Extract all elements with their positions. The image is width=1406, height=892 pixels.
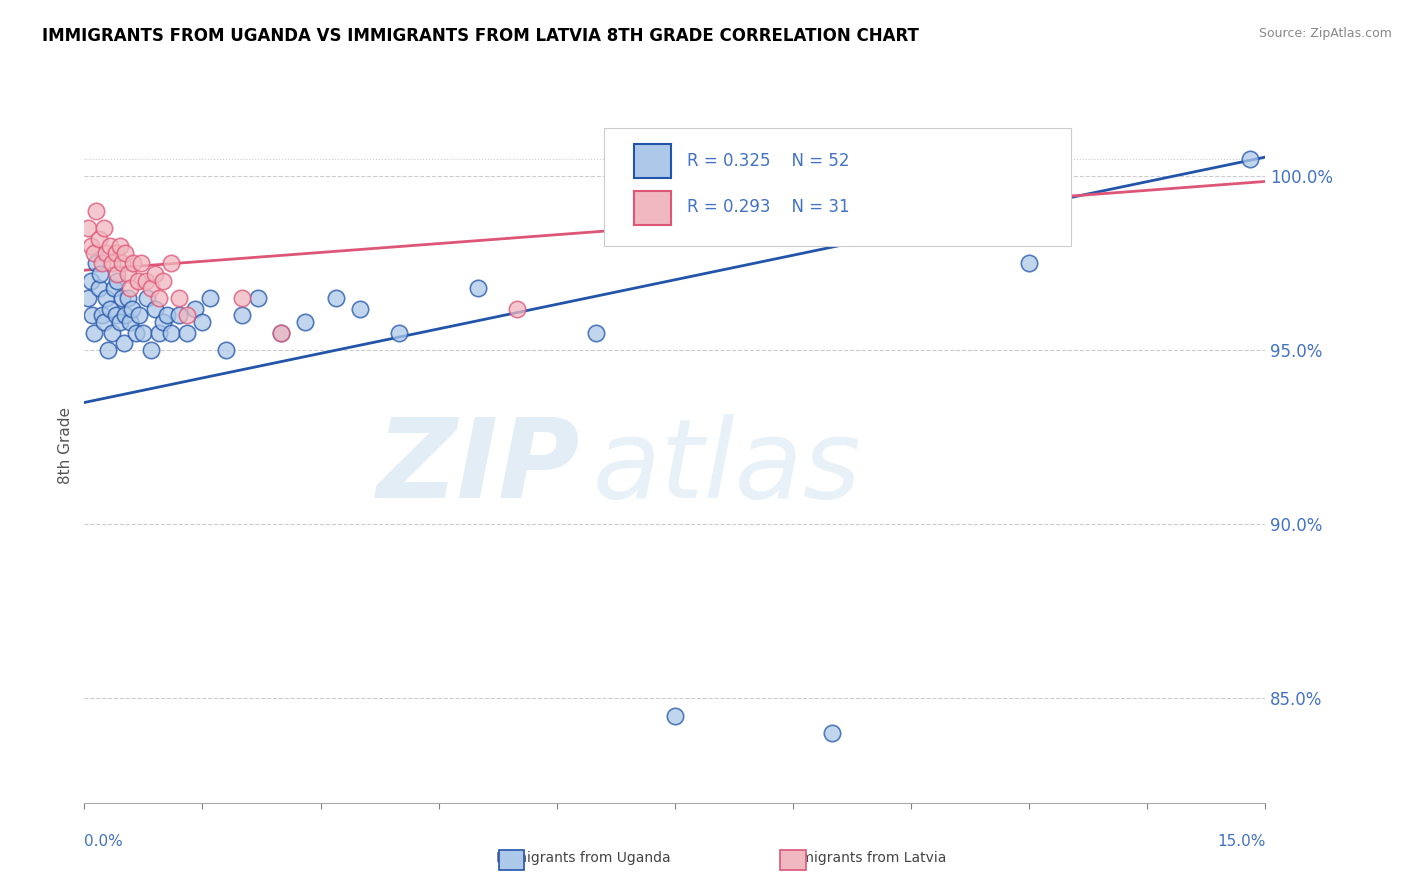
Point <box>148 326 170 340</box>
Point <box>97 343 120 358</box>
Point <box>132 326 155 340</box>
Point <box>128 309 150 323</box>
Point <box>83 245 105 260</box>
Y-axis label: 8th Grade: 8th Grade <box>58 408 73 484</box>
Point <box>1239 152 1261 166</box>
Text: Immigrants from Uganda: Immigrants from Uganda <box>496 851 671 865</box>
Point <box>141 280 163 294</box>
Point <box>156 309 179 323</box>
FancyBboxPatch shape <box>634 145 671 178</box>
Point <box>141 343 163 358</box>
Point <box>90 256 112 270</box>
Point <box>270 326 292 340</box>
Point <box>270 326 292 340</box>
Point <box>176 326 198 340</box>
Point <box>467 280 489 294</box>
Point <box>167 309 190 323</box>
Point <box>96 245 118 260</box>
Point <box>103 280 125 294</box>
Point <box>135 274 157 288</box>
Point <box>101 326 124 340</box>
Point <box>96 291 118 305</box>
Point <box>107 274 129 288</box>
Point <box>111 291 134 305</box>
Point <box>104 245 127 260</box>
Point <box>160 256 183 270</box>
Point <box>349 301 371 316</box>
Text: IMMIGRANTS FROM UGANDA VS IMMIGRANTS FROM LATVIA 8TH GRADE CORRELATION CHART: IMMIGRANTS FROM UGANDA VS IMMIGRANTS FRO… <box>42 27 920 45</box>
Point <box>111 256 134 270</box>
Point <box>215 343 238 358</box>
Point <box>104 309 127 323</box>
Point <box>93 221 115 235</box>
Point <box>79 239 101 253</box>
FancyBboxPatch shape <box>605 128 1070 246</box>
Point <box>84 256 107 270</box>
Point <box>107 267 129 281</box>
FancyBboxPatch shape <box>634 191 671 225</box>
Text: ZIP: ZIP <box>377 414 581 521</box>
Point <box>118 280 141 294</box>
Point <box>136 291 159 305</box>
Point <box>108 239 131 253</box>
Point <box>388 326 411 340</box>
Point <box>191 315 214 329</box>
Text: Immigrants from Latvia: Immigrants from Latvia <box>783 851 946 865</box>
Point <box>93 315 115 329</box>
Point <box>176 309 198 323</box>
Point <box>77 291 100 305</box>
Point <box>108 315 131 329</box>
Point <box>821 726 844 740</box>
Point <box>231 291 253 305</box>
Point <box>664 708 686 723</box>
Point <box>167 291 190 305</box>
Point <box>77 221 100 235</box>
Text: Source: ZipAtlas.com: Source: ZipAtlas.com <box>1258 27 1392 40</box>
Point <box>87 232 110 246</box>
Point <box>294 315 316 329</box>
Point <box>114 309 136 323</box>
Point <box>200 291 222 305</box>
Point <box>183 301 205 316</box>
Point <box>90 309 112 323</box>
Text: R = 0.325    N = 52: R = 0.325 N = 52 <box>686 152 849 169</box>
Point <box>89 267 111 281</box>
Point <box>160 326 183 340</box>
Point <box>124 326 146 340</box>
Point <box>98 301 121 316</box>
Point <box>585 326 607 340</box>
Point <box>122 256 145 270</box>
Point <box>98 239 121 253</box>
Text: atlas: atlas <box>592 414 860 521</box>
Point <box>325 291 347 305</box>
Point <box>82 309 104 323</box>
Point <box>87 280 110 294</box>
Point <box>506 301 529 316</box>
Point <box>79 274 101 288</box>
Point <box>118 315 141 329</box>
Point <box>101 256 124 270</box>
Text: 15.0%: 15.0% <box>1218 834 1265 849</box>
Point <box>152 315 174 329</box>
Point <box>231 309 253 323</box>
Point <box>129 256 152 270</box>
Text: 0.0%: 0.0% <box>84 834 124 849</box>
Point <box>117 291 139 305</box>
Point <box>143 301 166 316</box>
Point <box>83 326 105 340</box>
Point <box>121 301 143 316</box>
Point <box>84 204 107 219</box>
Point <box>114 245 136 260</box>
Point <box>148 291 170 305</box>
Point <box>143 267 166 281</box>
Point <box>117 267 139 281</box>
Point <box>127 274 149 288</box>
Point <box>246 291 269 305</box>
Text: R = 0.293    N = 31: R = 0.293 N = 31 <box>686 198 849 216</box>
Point <box>112 336 135 351</box>
Point <box>1018 256 1040 270</box>
Point <box>152 274 174 288</box>
